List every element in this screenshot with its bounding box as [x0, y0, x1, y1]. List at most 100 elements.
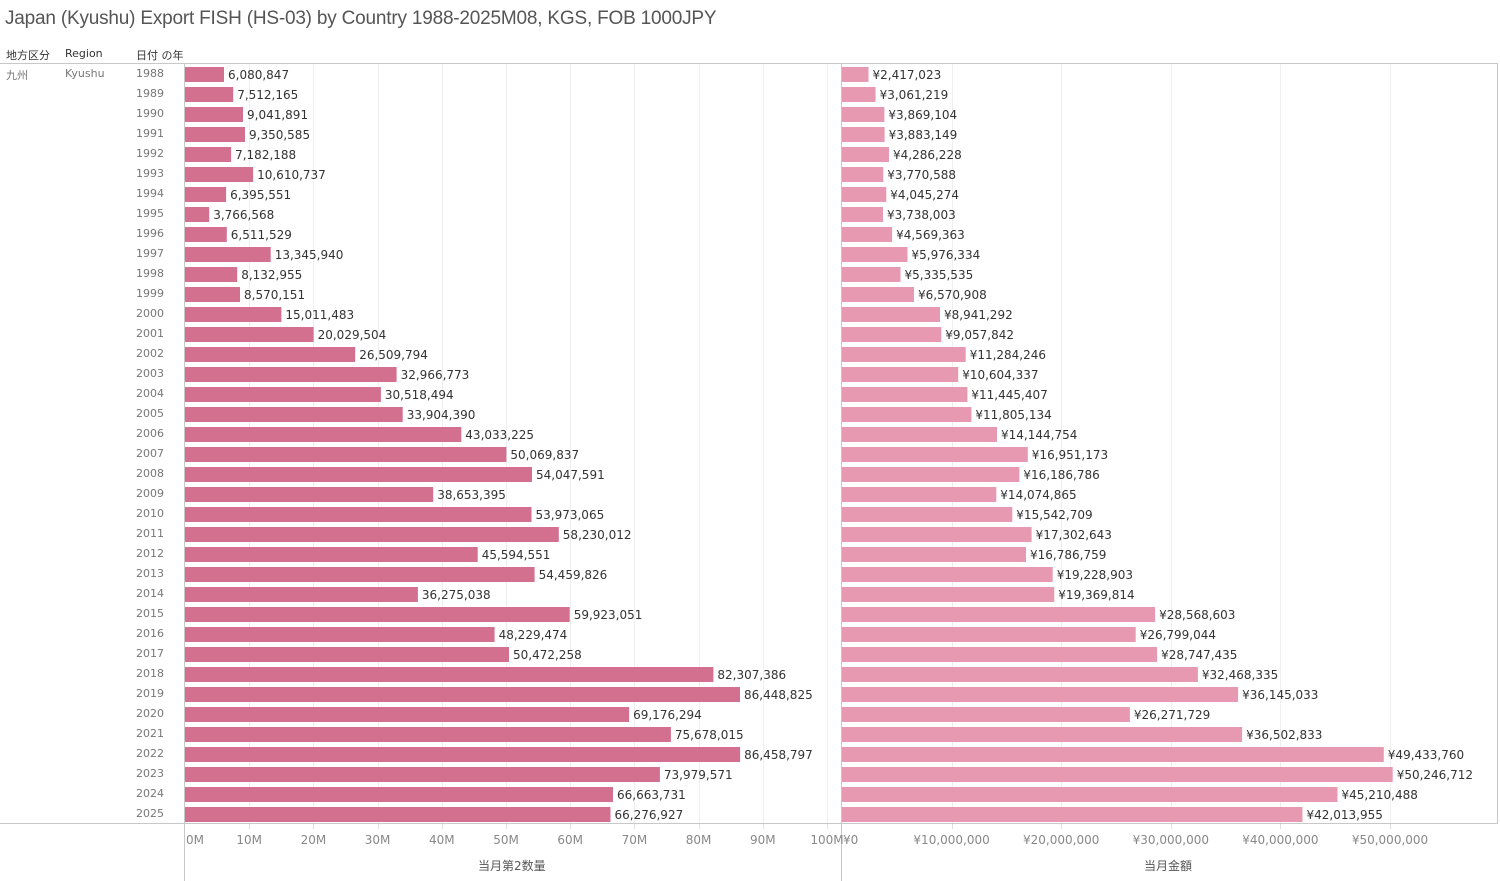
quantity-bar[interactable] [185, 407, 403, 422]
amount-bar[interactable] [842, 787, 1338, 802]
quantity-bar[interactable] [185, 787, 613, 802]
quantity-bar[interactable] [185, 467, 532, 482]
header-region-jp[interactable]: 地方区分 [6, 49, 50, 62]
quantity-bar[interactable] [185, 487, 434, 502]
amount-bar[interactable] [842, 507, 1013, 522]
quantity-bar[interactable] [185, 107, 243, 122]
amount-bar[interactable] [842, 547, 1026, 562]
amount-bar[interactable] [842, 487, 997, 502]
amount-bar[interactable] [842, 207, 883, 222]
left-pane-border [184, 64, 185, 881]
quantity-bar[interactable] [185, 547, 478, 562]
quantity-bar[interactable] [185, 327, 314, 342]
quantity-bar[interactable] [185, 227, 227, 242]
amount-bar[interactable] [842, 267, 901, 282]
amount-bar[interactable] [842, 67, 869, 82]
amount-bar[interactable] [842, 167, 884, 182]
quantity-bar[interactable] [185, 687, 740, 702]
amount-bar[interactable] [842, 367, 959, 382]
amount-bar[interactable] [842, 807, 1303, 822]
amount-bar[interactable] [842, 347, 966, 362]
quantity-value-label: 50,069,837 [510, 448, 579, 462]
quantity-bar[interactable] [185, 347, 356, 362]
quantity-bar[interactable] [185, 207, 210, 222]
amount-bar[interactable] [842, 307, 940, 322]
amount-bar[interactable] [842, 607, 1156, 622]
amount-bar[interactable] [842, 587, 1055, 602]
quantity-bar[interactable] [185, 707, 630, 722]
amount-value-label: ¥3,061,219 [880, 88, 949, 102]
quantity-value-label: 53,973,065 [536, 508, 605, 522]
quantity-bar[interactable] [185, 127, 245, 142]
amount-bar[interactable] [842, 467, 1020, 482]
quantity-bar[interactable] [185, 267, 238, 282]
amount-bar[interactable] [842, 767, 1393, 782]
quantity-bar[interactable] [185, 747, 741, 762]
amount-bar[interactable] [842, 387, 968, 402]
amount-bar[interactable] [842, 727, 1243, 742]
header-year[interactable]: 日付 の年 [136, 49, 184, 62]
quantity-bar[interactable] [185, 147, 232, 162]
amount-bar[interactable] [842, 187, 887, 202]
quantity-bar[interactable] [185, 647, 509, 662]
quantity-bar[interactable] [185, 727, 671, 742]
amount-bar[interactable] [842, 747, 1384, 762]
quantity-value-label: 45,594,551 [482, 548, 551, 562]
quantity-bar[interactable] [185, 527, 559, 542]
header-region[interactable]: Region [65, 47, 103, 60]
quantity-bar[interactable] [185, 627, 495, 642]
amount-bar[interactable] [842, 87, 876, 102]
quantity-gridline [249, 64, 250, 823]
amount-bar[interactable] [842, 407, 972, 422]
amount-bar[interactable] [842, 147, 889, 162]
year-label: 2015 [136, 607, 164, 620]
amount-bar[interactable] [842, 227, 893, 242]
quantity-bar[interactable] [185, 567, 535, 582]
quantity-bar[interactable] [185, 67, 224, 82]
amount-gridline [1171, 64, 1172, 823]
quantity-bar[interactable] [185, 607, 570, 622]
amount-bar[interactable] [842, 447, 1028, 462]
quantity-bar[interactable] [185, 87, 234, 102]
amount-bar[interactable] [842, 427, 997, 442]
quantity-bar[interactable] [185, 447, 507, 462]
amount-bar[interactable] [842, 627, 1136, 642]
quantity-bar[interactable] [185, 807, 611, 822]
quantity-bar[interactable] [185, 307, 282, 322]
quantity-bar[interactable] [185, 387, 381, 402]
amount-value-label: ¥10,604,337 [962, 368, 1038, 382]
amount-value-label: ¥3,883,149 [889, 128, 958, 142]
amount-bar[interactable] [842, 647, 1158, 662]
quantity-value-label: 59,923,051 [574, 608, 643, 622]
quantity-bar[interactable] [185, 287, 240, 302]
quantity-bar[interactable] [185, 427, 462, 442]
amount-bar[interactable] [842, 327, 942, 342]
amount-value-label: ¥5,976,334 [912, 248, 981, 262]
amount-bar[interactable] [842, 527, 1032, 542]
quantity-bar[interactable] [185, 767, 660, 782]
quantity-bar[interactable] [185, 507, 532, 522]
quantity-bar[interactable] [185, 667, 714, 682]
amount-bar[interactable] [842, 667, 1198, 682]
quantity-bar[interactable] [185, 247, 271, 262]
quantity-gridline [313, 64, 314, 823]
amount-bar[interactable] [842, 107, 885, 122]
quantity-bar[interactable] [185, 187, 227, 202]
amount-value-label: ¥26,271,729 [1134, 708, 1210, 722]
amount-bar[interactable] [842, 127, 885, 142]
quantity-tick-mark [313, 824, 314, 829]
quantity-bar[interactable] [185, 587, 418, 602]
amount-bar[interactable] [842, 707, 1130, 722]
quantity-bar[interactable] [185, 167, 254, 182]
quantity-bar[interactable] [185, 367, 397, 382]
amount-bar[interactable] [842, 567, 1053, 582]
pane-divider [841, 64, 842, 881]
amount-value-label: ¥4,045,274 [890, 188, 959, 202]
amount-bar[interactable] [842, 687, 1239, 702]
amount-bar[interactable] [842, 287, 914, 302]
year-label: 2010 [136, 507, 164, 520]
year-label: 1997 [136, 247, 164, 260]
quantity-value-label: 73,979,571 [664, 768, 733, 782]
amount-bar[interactable] [842, 247, 908, 262]
pane-top-border [0, 63, 1498, 64]
